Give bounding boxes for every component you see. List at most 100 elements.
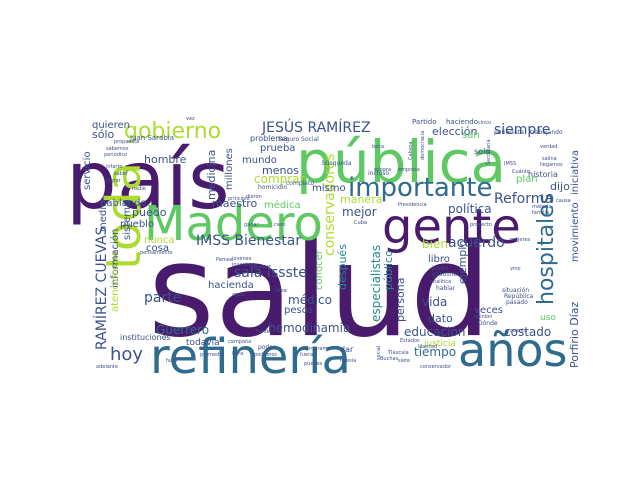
word-acuerdo: acuerdo — [448, 235, 505, 251]
word-fondo: Fondo — [256, 329, 271, 335]
word-politica: política — [448, 202, 492, 216]
word-quieren: quieren — [92, 120, 130, 131]
word-espera: espera — [374, 167, 391, 173]
word-solo: sólo — [92, 128, 115, 141]
word-historia: historia — [528, 170, 558, 179]
word-despues: después — [336, 244, 349, 290]
word-jovenes: jóvenes — [231, 255, 252, 262]
word-dieron: dieron — [246, 194, 262, 200]
word-sistema: sistema — [122, 201, 133, 240]
word-buchas: Buchas — [380, 356, 399, 362]
word-pesos: pesos — [284, 305, 313, 316]
word-ramirez-cuevas: RAMÍREZ CUEVAS — [93, 226, 110, 350]
word-gente: gente — [382, 199, 521, 255]
word-servicio: servicio — [82, 151, 93, 190]
word-mejor: mejor — [342, 205, 377, 219]
word-uso: uso — [540, 313, 556, 323]
word-juan-sarabia: Juan Sarabia — [129, 134, 174, 142]
word-movimiento: movimiento — [570, 202, 581, 262]
word-salud: salud — [148, 217, 491, 366]
word-materia: materia — [532, 204, 551, 210]
word-falta: falta — [166, 358, 177, 364]
word-partido: Partido — [412, 118, 437, 126]
word-mujeres: mujeres — [510, 237, 531, 243]
word-conservadores: conservadores — [322, 154, 338, 256]
word-haciendo: haciendo — [446, 118, 478, 126]
word-medico: médico — [288, 293, 332, 307]
word-vez: vez — [186, 116, 195, 122]
word-siempre: siempre — [494, 122, 550, 138]
word-millones: millones — [224, 148, 235, 190]
word-sala-issste: sala Issste — [234, 265, 307, 281]
word-mismo: mismo — [312, 183, 346, 194]
word-puedo: puedo — [132, 206, 167, 219]
word-conservador: conservador — [420, 364, 452, 370]
word-campana: campaña — [228, 339, 251, 345]
word-donde: Dónde — [478, 320, 498, 327]
word-opinion: opinión — [474, 313, 492, 320]
word-caso: caso — [274, 222, 285, 228]
word-imss: IMSS — [504, 161, 516, 167]
word-informacion: información — [109, 229, 121, 288]
word-beca: beca — [372, 144, 384, 150]
word-principio: principio — [228, 196, 250, 202]
word-cuenta: cuenta — [510, 328, 527, 334]
word-prueba: prueba — [260, 143, 295, 154]
word-empresa: empresa — [398, 167, 420, 173]
word-familia: familia — [532, 210, 549, 216]
word-instituciones: instituciones — [120, 333, 171, 342]
word-democracia: democracia — [420, 131, 426, 160]
word-educacion: educación — [404, 325, 465, 339]
word-medica: médica — [264, 199, 301, 211]
word-idea: idea — [276, 288, 287, 294]
word-cuanto: Cuánto — [512, 168, 530, 175]
word-incluso: incluso — [368, 170, 389, 177]
word-libertad: libertad — [418, 344, 437, 350]
word-madero: Madero — [144, 196, 323, 252]
word-seguro-social: Seguro Social — [278, 136, 319, 143]
word-joven: joven — [431, 265, 449, 272]
word-completo: completo — [286, 180, 314, 187]
word-dato: dato — [428, 312, 453, 325]
word-publico: público — [382, 250, 395, 290]
word-medicina: medicina — [205, 150, 218, 200]
word-guerrero: Guerrero — [156, 323, 209, 337]
word-jesus-ramirez: JESÚS RAMÍREZ — [261, 118, 371, 136]
word-inversion: inversión — [232, 261, 255, 268]
word-causa: causa — [556, 198, 571, 204]
word-verdad: verdad — [540, 144, 557, 150]
word-cabeza: Cabeza — [408, 142, 414, 161]
word-justicia: justicia — [423, 339, 456, 349]
word-infarto: infarto — [106, 164, 122, 170]
word-persona: persona — [394, 278, 407, 322]
word-salina: salina — [542, 156, 557, 162]
word-pais: país — [66, 134, 230, 227]
word-puedes: puedes — [304, 361, 323, 367]
word-bien: bien — [422, 237, 448, 251]
word-ganar: ganar — [244, 222, 259, 228]
word-san: san — [462, 130, 480, 141]
word-mundo: mundo — [242, 155, 277, 166]
word-tlaxcala: Tlaxcala — [387, 350, 409, 356]
word-hombre: hombre — [144, 153, 187, 166]
word-atencion: atención — [109, 269, 121, 312]
word-especialistas: especialistas — [369, 245, 383, 322]
word-maestro: maestro — [212, 197, 258, 210]
word-plan: plan — [516, 174, 538, 185]
word-cosa: cosa — [146, 243, 169, 254]
word-pemex: Pemex — [216, 257, 233, 263]
word-pueblo: pueblo — [120, 219, 154, 230]
word-estados: Estados — [400, 338, 420, 344]
word-importante: importante — [348, 173, 492, 203]
word-conocer: conocer — [314, 249, 325, 290]
word-medio: medio — [98, 201, 109, 232]
word-ejemplo: ejemplo — [456, 240, 469, 284]
word-buscar: buscar — [254, 264, 272, 270]
word-hemodinamia: hemodinamia — [268, 321, 350, 335]
word-hablando: hablando — [100, 198, 147, 209]
word-solo2: solo — [474, 147, 490, 156]
word-analitica: analítica — [430, 278, 451, 285]
word-reforma: Reforma — [494, 191, 553, 207]
word-podemos: podemos — [254, 352, 277, 358]
